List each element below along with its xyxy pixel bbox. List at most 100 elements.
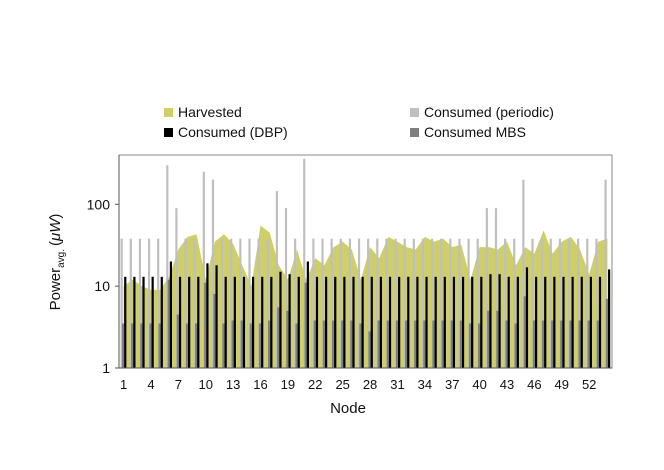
bar-consumed-mbs (541, 320, 546, 368)
x-tick-label: 10 (198, 377, 212, 392)
legend-consumed-dbp: Consumed (DBP) (164, 124, 288, 140)
bar-consumed-dbp (571, 276, 574, 368)
bar-consumed-mbs (468, 323, 473, 368)
bar-consumed-mbs (131, 323, 135, 368)
bar-consumed-dbp (562, 276, 565, 368)
bar-consumed-mbs (258, 323, 263, 368)
bar-consumed-periodic (412, 238, 415, 368)
bar-consumed-dbp (197, 276, 200, 368)
bar-consumed-periodic (513, 238, 516, 368)
bar-consumed-periodic (312, 238, 315, 368)
bar-consumed-dbp (361, 276, 364, 368)
bar-consumed-periodic (604, 179, 607, 368)
legend-swatch-harvested (164, 107, 173, 117)
bar-consumed-mbs (377, 320, 381, 368)
bar-consumed-dbp (215, 265, 218, 368)
bar-consumed-dbp (379, 276, 382, 368)
x-tick-label: 4 (147, 377, 154, 392)
bar-consumed-periodic (485, 208, 488, 368)
bar-consumed-periodic (175, 208, 178, 368)
bar-consumed-periodic (294, 238, 297, 368)
bar-consumed-dbp (343, 276, 346, 368)
bar-consumed-mbs (222, 323, 226, 368)
bar-consumed-dbp (242, 276, 246, 368)
bar-consumed-dbp (206, 263, 209, 368)
bar-consumed-mbs (350, 320, 354, 368)
bar-consumed-mbs (478, 323, 482, 368)
bar-consumed-periodic (220, 238, 224, 368)
x-tick-label: 52 (582, 377, 596, 392)
bar-consumed-dbp (525, 267, 529, 368)
bar-consumed-periodic (440, 238, 443, 368)
bar-consumed-mbs (505, 320, 509, 368)
bar-consumed-mbs (496, 310, 500, 368)
bar-consumed-periodic (193, 238, 196, 368)
x-tick-label: 34 (418, 377, 432, 392)
bar-consumed-mbs (149, 323, 153, 368)
bar-consumed-periodic (266, 238, 269, 368)
bar-consumed-mbs (395, 320, 400, 368)
bar-consumed-periodic (239, 238, 242, 368)
bar-consumed-mbs (295, 323, 299, 368)
x-tick-label: 1 (120, 377, 127, 392)
bar-consumed-dbp (160, 276, 163, 368)
bar-consumed-dbp (178, 276, 182, 368)
legend-consumed-periodic: Consumed (periodic) (410, 104, 554, 120)
bar-consumed-periodic (184, 238, 187, 368)
bar-consumed-dbp (352, 276, 355, 368)
bar-consumed-mbs (213, 294, 217, 368)
bar-consumed-dbp (507, 276, 510, 368)
bar-consumed-dbp (270, 276, 273, 368)
legend-label-consumed-dbp: Consumed (DBP) (178, 124, 288, 140)
bar-consumed-mbs (514, 323, 518, 368)
x-tick-label: 49 (555, 377, 569, 392)
bar-consumed-mbs (313, 320, 318, 368)
bar-consumed-periodic (430, 238, 434, 368)
bar-consumed-periodic (275, 191, 278, 368)
bar-consumed-periodic (348, 238, 352, 368)
bar-consumed-periodic (531, 238, 534, 368)
bar-consumed-mbs (605, 298, 610, 368)
bar-consumed-mbs (140, 323, 144, 368)
bar-consumed-dbp (251, 276, 255, 368)
bar-consumed-dbp (489, 274, 492, 368)
bar-consumed-periodic (549, 238, 552, 368)
bar-consumed-mbs (268, 320, 272, 368)
bar-consumed-dbp (142, 276, 145, 368)
bar-consumed-mbs (204, 282, 208, 368)
bar-consumed-dbp (325, 276, 328, 368)
y-axis-label-unit: μW (47, 217, 64, 242)
bar-consumed-periodic (120, 238, 123, 368)
y-tick-label: 100 (87, 196, 111, 212)
bar-consumed-periodic (367, 238, 370, 368)
x-tick-label: 37 (445, 377, 459, 392)
bar-consumed-periodic (284, 208, 288, 368)
bar-consumed-periodic (147, 238, 151, 368)
bar-consumed-dbp (306, 261, 309, 368)
bar-consumed-periodic (230, 238, 233, 368)
bar-consumed-mbs (195, 323, 199, 368)
bar-consumed-periodic (321, 238, 324, 368)
bar-consumed-mbs (359, 323, 363, 368)
bar-consumed-mbs (450, 320, 455, 368)
x-tick-label: 43 (500, 377, 514, 392)
legend-swatch-consumed-periodic (410, 107, 419, 117)
bar-consumed-periodic (577, 238, 580, 368)
legend-swatch-consumed-dbp (164, 127, 173, 137)
x-tick-label: 25 (335, 377, 349, 392)
bar-consumed-mbs (231, 320, 235, 368)
x-tick-label: 7 (175, 377, 182, 392)
bar-consumed-periodic (540, 238, 543, 368)
bar-consumed-periodic (157, 238, 160, 368)
bar-consumed-periodic (257, 238, 260, 368)
bar-consumed-periodic (494, 208, 498, 368)
bar-consumed-dbp (598, 276, 602, 368)
bar-consumed-mbs (423, 320, 427, 368)
bar-consumed-dbp (233, 276, 236, 368)
bar-consumed-mbs (404, 320, 409, 368)
bar-consumed-dbp (370, 276, 373, 368)
bar-consumed-dbp (297, 276, 300, 368)
bar-consumed-periodic (339, 238, 342, 368)
bar-consumed-mbs (368, 331, 372, 368)
